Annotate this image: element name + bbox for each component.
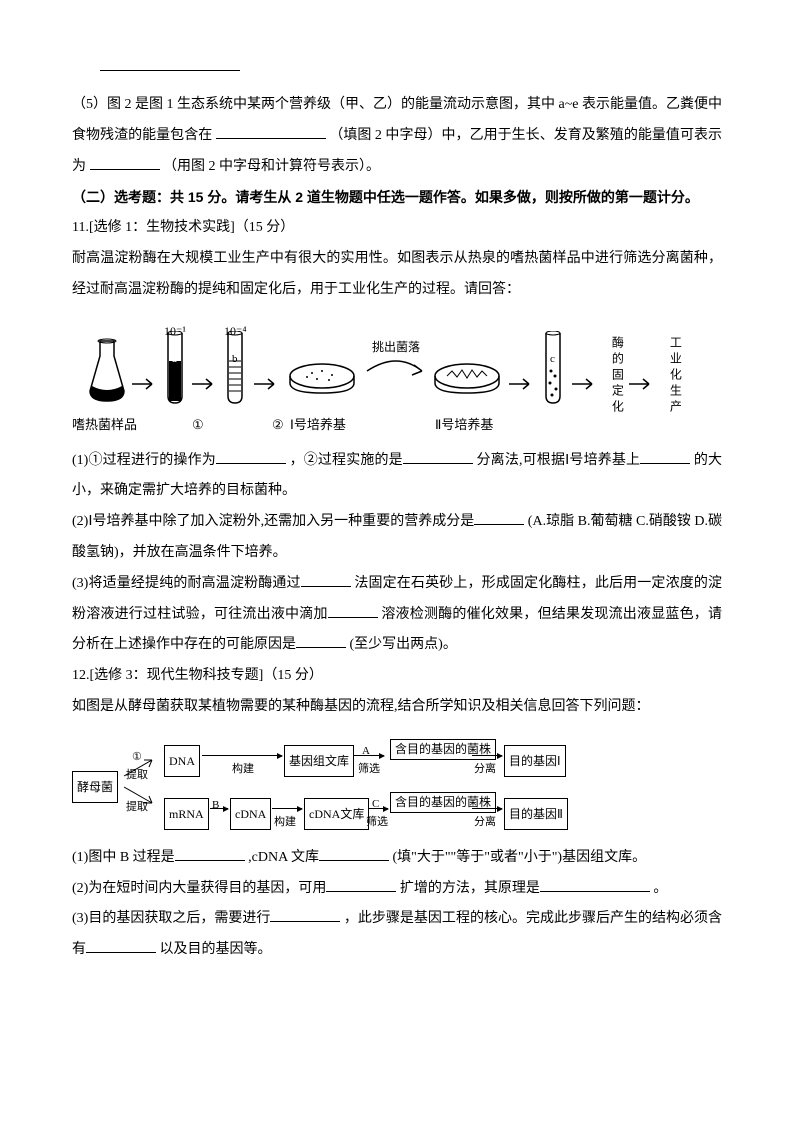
q5-text-c: （用图 2 中字母和计算符号表示）。 (163, 159, 380, 174)
q12-3-a: (3)目的基因获取之后，需要进行 (72, 911, 270, 926)
q12-2-b: 扩增的方法，其原理是 (400, 881, 540, 896)
blank-12-2b (540, 878, 650, 892)
q11-title: 11.[选修 1：生物技术实践]（15 分） (72, 213, 722, 244)
q11-2-a: (2)Ⅰ号培养基中除了加入淀粉外,还需加入另一种重要的营养成分是 (72, 514, 474, 529)
q11-1-a: (1)①过程进行的操作为 (72, 453, 216, 468)
q11-intro: 耐高温淀粉酶在大规模工业生产中有很大的实用性。如图表示从热泉的嗜热菌样品中进行筛… (72, 244, 722, 306)
lbl-extract-2: 提取 (126, 795, 148, 819)
blank-12-1a (175, 847, 245, 861)
header-rule (100, 70, 240, 71)
arrow-6 (627, 366, 657, 386)
blank-11-1a (216, 450, 286, 464)
arr-dna-glib (202, 755, 282, 756)
q12-title: 12.[选修 3：现代生物科技专题]（15 分） (72, 661, 722, 692)
arrow-3 (252, 366, 282, 386)
box-cdna: cDNA (230, 798, 271, 830)
petri-dish-2 (432, 361, 502, 391)
arr-strain-gene2 (472, 808, 502, 809)
arrow-5 (570, 366, 600, 386)
q12-1-a: (1)图中 B 过程是 (72, 850, 175, 865)
diagram-enzyme-process: 嗜热菌样品 10⁻¹ a ① 10⁻⁴ b (72, 316, 722, 436)
arrow-1 (130, 366, 160, 386)
tube-a-label: a (172, 347, 177, 371)
box-gene2: 目的基因Ⅱ (504, 798, 568, 830)
lbl-sep-2: 分离 (474, 810, 496, 834)
q11-1-b: ，②过程实施的是 (290, 453, 403, 468)
blank-11-3b (328, 604, 378, 618)
document-content: （5）图 2 是图 1 生态系统中某两个营养级（甲、乙）的能量流动示意图，其中 … (72, 90, 722, 966)
arr-strain-gene1 (472, 755, 502, 756)
blank-11-3a (301, 573, 351, 587)
blank-12-1b (319, 847, 389, 861)
circle-1: ① (192, 411, 204, 440)
lbl-sep-1: 分离 (474, 757, 496, 781)
tube-a: a (164, 331, 192, 406)
blank-q5-1 (216, 125, 326, 139)
flask-icon (82, 336, 132, 406)
blank-q5-2 (90, 156, 160, 170)
medium-1-label: Ⅰ号培养基 (290, 411, 346, 440)
tube-b-label: b (232, 347, 238, 371)
lbl-filter-1: 筛选 (358, 757, 380, 781)
medium-2-label: Ⅱ号培养基 (435, 411, 493, 440)
question-5-para: （5）图 2 是图 1 生态系统中某两个营养级（甲、乙）的能量流动示意图，其中 … (72, 90, 722, 182)
box-yeast: 酵母菌 (72, 771, 118, 803)
lbl-build-1: 构建 (232, 757, 254, 781)
circle-2: ② (272, 411, 284, 440)
blank-12-3a (270, 908, 340, 922)
box-dna: DNA (164, 745, 200, 777)
q12-1-b: ,cDNA 文库 (248, 850, 319, 865)
q11-3-d: (至少写出两点)。 (350, 637, 457, 652)
vert-industry: 工业化生产 (662, 336, 688, 416)
curved-arrow (362, 351, 432, 394)
q12-3: (3)目的基因获取之后，需要进行 ，此步骤是基因工程的核心。完成此步骤后产生的结… (72, 904, 722, 966)
q12-2-a: (2)为在短时间内大量获得目的基因，可用 (72, 881, 326, 896)
tube-c: c (542, 331, 570, 406)
blank-12-2a (326, 878, 396, 892)
q12-1: (1)图中 B 过程是 ,cDNA 文库 (填"大于""等于"或者"小于")基因… (72, 843, 722, 874)
q12-1-c: (填"大于""等于"或者"小于")基因组文库。 (392, 850, 646, 865)
q11-1-c: 分离法,可根据Ⅰ号培养基上 (477, 453, 641, 468)
q11-1: (1)①过程进行的操作为 ，②过程实施的是 分离法,可根据Ⅰ号培养基上 的大小，… (72, 446, 722, 508)
q12-3-c: 以及目的基因等。 (160, 942, 272, 957)
arrow-4 (507, 366, 537, 386)
q11-3: (3)将适量经提纯的耐高温淀粉酶通过 法固定在石英砂上，形成固定化酶柱，此后用一… (72, 569, 722, 661)
blank-11-2 (474, 511, 524, 525)
arrow-2 (190, 366, 220, 386)
lbl-filter-2: 筛选 (366, 810, 388, 834)
q11-3-a: (3)将适量经提纯的耐高温淀粉酶通过 (72, 576, 301, 591)
q12-intro: 如图是从酵母菌获取某植物需要的某种酶基因的流程,结合所学知识及相关信息回答下列问… (72, 692, 722, 723)
q12-2-c: 。 (653, 881, 667, 896)
section-2-heading: （二）选考题：共 15 分。请考生从 2 道生物题中任选一题作答。如果多做，则按… (72, 182, 722, 213)
q12-2: (2)为在短时间内大量获得目的基因，可用 扩增的方法，其原理是 。 (72, 874, 722, 905)
blank-11-1b (403, 450, 473, 464)
q11-2: (2)Ⅰ号培养基中除了加入淀粉外,还需加入另一种重要的营养成分是 (A.琼脂 B… (72, 507, 722, 569)
box-gene1: 目的基因Ⅰ (504, 745, 566, 777)
lbl-extract-1: 提取 (126, 763, 148, 787)
diagram-gene-flow: 酵母菌 ① 提取 提取 DNA mRNA 构建 B cDNA 构建 基因组文库 … (72, 733, 722, 833)
arr-cdna-clib (272, 808, 302, 809)
petri-dish-1 (287, 361, 357, 391)
lbl-B: B (212, 793, 219, 817)
box-mrna: mRNA (164, 798, 209, 830)
blank-11-1c (640, 450, 690, 464)
box-glib: 基因组文库 (284, 745, 354, 777)
sample-label: 嗜热菌样品 (72, 411, 137, 440)
tube-b: b (224, 331, 252, 406)
blank-11-3c (296, 634, 346, 648)
tube-c-label: c (550, 347, 555, 371)
lbl-build-2: 构建 (274, 810, 296, 834)
box-clib: cDNA文库 (304, 798, 369, 830)
blank-12-3b (86, 939, 156, 953)
